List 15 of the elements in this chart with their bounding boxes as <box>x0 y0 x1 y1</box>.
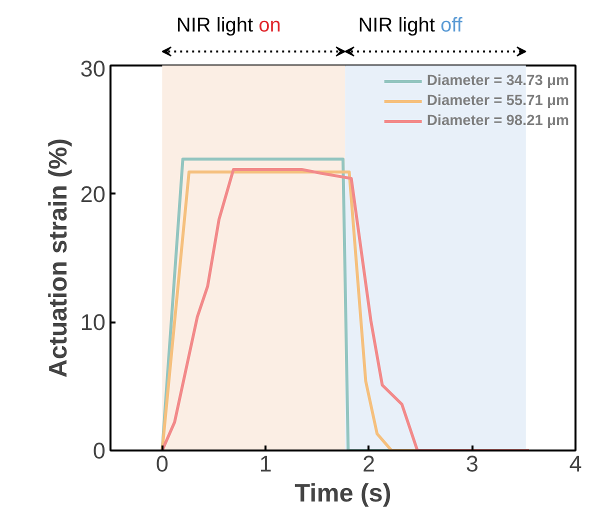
legend-label: Diameter = 34.73 μm <box>426 73 569 89</box>
x-tick-label: 3 <box>466 450 478 476</box>
x-tick-label: 2 <box>362 450 376 476</box>
x-tick-label: 4 <box>569 450 582 476</box>
y-tick-label: 20 <box>80 180 106 207</box>
x-axis-title: Time (s) <box>294 480 392 508</box>
y-tick-label: 10 <box>80 309 106 336</box>
legend-label: Diameter = 55.71 μm <box>426 93 569 109</box>
x-tick-label: 1 <box>259 450 272 476</box>
band-label: NIR light on <box>176 14 281 36</box>
band-label: NIR light off <box>358 14 463 36</box>
x-tick-label: 0 <box>156 450 168 476</box>
legend-label: Diameter = 98.21 μm <box>426 113 569 129</box>
y-tick-label: 30 <box>80 56 106 82</box>
y-axis-title: Actuation strain (%) <box>44 138 72 378</box>
